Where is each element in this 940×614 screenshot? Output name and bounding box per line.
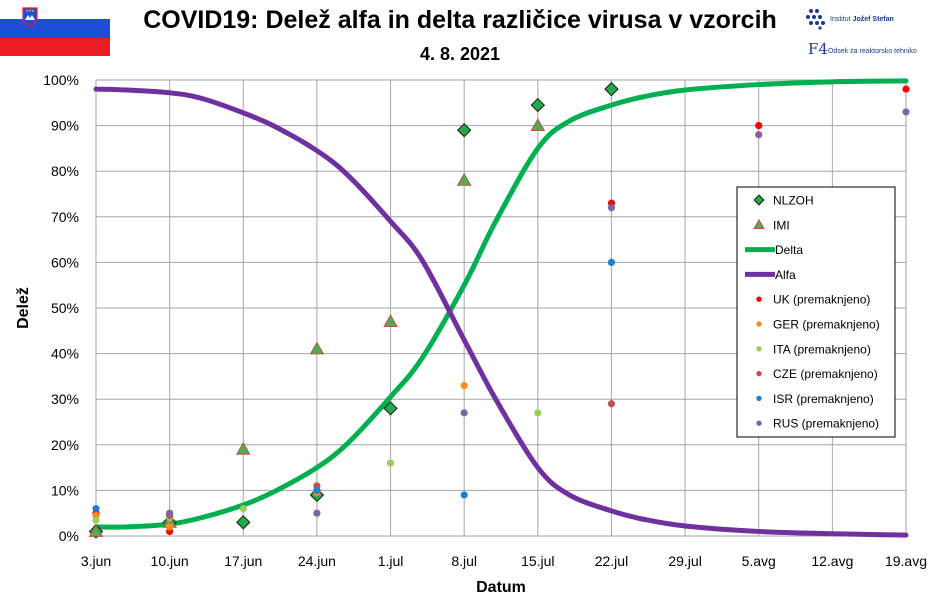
x-tick-label: 5.avg — [742, 553, 776, 569]
x-tick-label: 8.jul — [451, 553, 477, 569]
y-tick-label: 30% — [51, 391, 79, 407]
x-tick-label: 22.jul — [595, 553, 628, 569]
legend-cze-swatch — [756, 370, 762, 377]
x-tick-label: 19.avg — [885, 553, 927, 569]
legend-cze-label: CZE (premaknjeno) — [773, 367, 878, 381]
x-tick-label: 3.jun — [81, 553, 111, 569]
nlzoh-point — [530, 97, 546, 113]
ger-point — [166, 523, 174, 531]
y-axis-label: Delež — [15, 287, 32, 329]
isr-point — [460, 491, 468, 499]
legend-nlzoh-label: NLZOH — [773, 194, 814, 208]
legend-nlzoh-swatch — [753, 194, 765, 206]
y-tick-label: 20% — [51, 437, 79, 453]
legend-rus-label: RUS (premaknjeno) — [773, 417, 879, 431]
rus-point — [755, 131, 763, 139]
legend-isr-swatch — [756, 395, 762, 402]
imi-point — [309, 341, 325, 355]
rus-point — [460, 409, 468, 417]
y-tick-label: 80% — [51, 163, 79, 179]
y-tick-label: 70% — [51, 209, 79, 225]
y-tick-label: 90% — [51, 118, 79, 134]
nlzoh-point — [456, 122, 472, 138]
legend-ita-label: ITA (premaknjeno) — [773, 342, 871, 356]
y-tick-label: 40% — [51, 346, 79, 362]
y-tick-label: 50% — [51, 300, 79, 316]
x-tick-label: 15.jul — [521, 553, 554, 569]
institute-name: Institut Jožef Stefan — [830, 16, 894, 23]
rus-point — [313, 509, 321, 517]
y-tick-label: 60% — [51, 254, 79, 270]
isr-point — [313, 486, 321, 494]
x-tick-label: 24.jun — [298, 553, 336, 569]
legend-delta-label: Delta — [775, 243, 803, 257]
nlzoh-point — [383, 401, 398, 416]
department-logo-mark: F4 — [808, 40, 828, 58]
ita-point — [386, 459, 395, 467]
y-tick-label: 0% — [59, 528, 79, 544]
delta-curve — [93, 78, 909, 530]
legend-ita-swatch — [756, 346, 762, 352]
x-tick-label: 12.avg — [811, 553, 853, 569]
uk-point — [755, 122, 763, 130]
isr-point — [92, 505, 100, 513]
x-axis-label: Datum — [476, 579, 526, 596]
legend-ger-swatch — [756, 321, 762, 327]
alfa-curve — [93, 86, 909, 538]
imi-point — [235, 441, 251, 455]
x-tick-label: 10.jun — [151, 553, 189, 569]
rus-point — [166, 509, 174, 517]
x-tick-label: 29.jul — [668, 553, 701, 569]
legend-uk-swatch — [756, 296, 762, 302]
y-tick-label: 10% — [51, 482, 79, 498]
ger-point — [460, 381, 468, 390]
chart-subtitle-date: 4. 8. 2021 — [419, 44, 501, 64]
rus-point — [902, 108, 910, 116]
rus-point — [607, 204, 616, 212]
imi-point — [456, 172, 472, 186]
legend-imi-swatch — [753, 218, 765, 229]
x-tick-label: 1.jul — [378, 553, 404, 569]
x-tick-label: 17.jun — [224, 553, 262, 569]
institute-dots-icon — [806, 9, 825, 30]
slovenia-flag-icon — [0, 0, 110, 56]
legend-imi-label: IMI — [773, 218, 790, 232]
legend-ger-label: GER (premaknjeno) — [773, 318, 880, 332]
ita-point — [92, 516, 100, 524]
chart-title: COVID19: Delež alfa in delta različice v… — [143, 6, 777, 34]
legend-alfa-label: Alfa — [775, 268, 796, 282]
cze-point — [607, 400, 616, 408]
ita-point — [534, 409, 542, 417]
uk-point — [902, 85, 910, 93]
department-name: Odsek za reaktorsko tehniko — [828, 48, 917, 55]
imi-point — [88, 523, 104, 537]
ita-point — [239, 505, 247, 513]
y-tick-label: 100% — [43, 72, 79, 88]
imi-point — [383, 314, 398, 328]
legend-rus-swatch — [756, 420, 762, 426]
imi-point — [530, 118, 546, 131]
nlzoh-point — [236, 515, 251, 530]
nlzoh-point — [604, 81, 619, 97]
isr-point — [607, 258, 616, 266]
institute-logo: Institut Jožef Stefan F4 Odsek za reakto… — [804, 6, 940, 66]
legend-isr-label: ISR (premaknjeno) — [773, 392, 874, 406]
legend-uk-label: UK (premaknjeno) — [773, 293, 870, 307]
